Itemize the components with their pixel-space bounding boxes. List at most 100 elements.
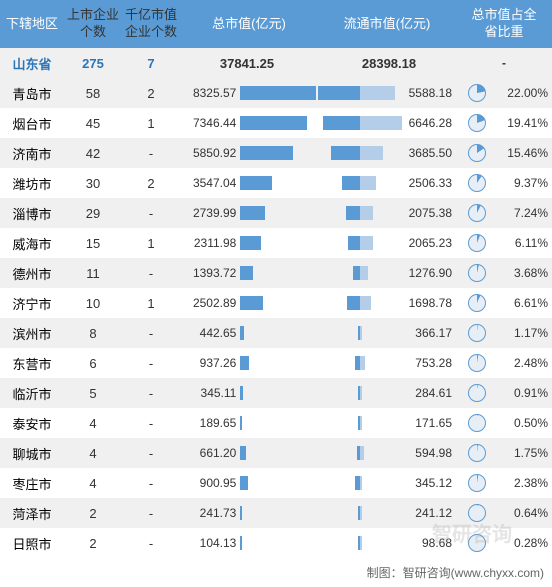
- pct-pie-icon: [468, 234, 486, 252]
- total-value: 2502.89: [184, 296, 240, 310]
- cell-billion: -: [122, 506, 180, 521]
- total-bar: [240, 476, 314, 490]
- cell-circ: 5588.18: [318, 86, 456, 100]
- cell-pct: 3.68%: [456, 264, 552, 282]
- table-row: 德州市11-1393.721276.903.68%: [0, 258, 552, 288]
- pct-pie-icon: [468, 204, 486, 222]
- pct-value: 2.38%: [492, 476, 548, 490]
- cell-pct: 15.46%: [456, 144, 552, 162]
- pct-pie-icon: [468, 534, 486, 552]
- cell-pct: 0.64%: [456, 504, 552, 522]
- cell-billion: 1: [122, 236, 180, 251]
- total-bar: [240, 266, 314, 280]
- table-row: 泰安市4-189.65171.650.50%: [0, 408, 552, 438]
- pct-pie-icon: [468, 114, 486, 132]
- pct-pie-icon: [468, 354, 486, 372]
- col-listed: 上市企业 个数: [64, 3, 122, 45]
- circ-value: 284.61: [396, 386, 452, 400]
- circ-bar: [322, 266, 396, 280]
- cell-listed: 11: [64, 266, 122, 281]
- cell-total: 7346.44: [180, 116, 318, 130]
- cell-listed: 275: [64, 56, 122, 71]
- circ-bar: [322, 86, 396, 100]
- total-bar: [240, 176, 314, 190]
- cell-pct: 7.24%: [456, 204, 552, 222]
- cell-billion: 2: [122, 86, 180, 101]
- table-header: 下辖地区 上市企业 个数 千亿市值 企业个数 总市值(亿元) 流通市值(亿元) …: [0, 0, 552, 48]
- cell-listed: 58: [64, 86, 122, 101]
- total-bar: [240, 416, 314, 430]
- table-row: 济宁市1012502.891698.786.61%: [0, 288, 552, 318]
- circ-bar: [322, 116, 396, 130]
- cell-circ: 2075.38: [318, 206, 456, 220]
- cell-circ: 171.65: [318, 416, 456, 430]
- cell-pct: -: [456, 56, 552, 70]
- cell-circ: 345.12: [318, 476, 456, 490]
- circ-value: 241.12: [396, 506, 452, 520]
- pct-pie-icon: [468, 324, 486, 342]
- circ-bar: [322, 296, 396, 310]
- cell-billion: -: [122, 206, 180, 221]
- cell-circ: 2065.23: [318, 236, 456, 250]
- circ-value: 2065.23: [396, 236, 452, 250]
- cell-pct: 2.48%: [456, 354, 552, 372]
- col-billion: 千亿市值 企业个数: [122, 3, 180, 45]
- total-value: 241.73: [184, 506, 240, 520]
- circ-bar: [322, 236, 396, 250]
- total-bar: [240, 116, 314, 130]
- cell-billion: -: [122, 386, 180, 401]
- cell-total: 2311.98: [180, 236, 318, 250]
- total-bar: [240, 206, 314, 220]
- total-value: 900.95: [184, 476, 240, 490]
- cell-billion: -: [122, 146, 180, 161]
- table-row: 青岛市5828325.575588.1822.00%: [0, 78, 552, 108]
- circ-value: 345.12: [396, 476, 452, 490]
- table-row: 枣庄市4-900.95345.122.38%: [0, 468, 552, 498]
- cell-billion: 1: [122, 296, 180, 311]
- table-row: 潍坊市3023547.042506.339.37%: [0, 168, 552, 198]
- cell-listed: 2: [64, 506, 122, 521]
- pct-pie-icon: [468, 264, 486, 282]
- cell-listed: 6: [64, 356, 122, 371]
- cell-region: 淄博市: [0, 204, 64, 223]
- cell-total: 900.95: [180, 476, 318, 490]
- cell-region: 枣庄市: [0, 474, 64, 493]
- cell-circ: 98.68: [318, 536, 456, 550]
- cell-pct: 0.50%: [456, 414, 552, 432]
- cell-total: 442.65: [180, 326, 318, 340]
- pct-value: 6.11%: [492, 236, 548, 250]
- pct-value: 0.50%: [492, 416, 548, 430]
- cell-circ: 2506.33: [318, 176, 456, 190]
- pct-value: 3.68%: [492, 266, 548, 280]
- pct-value: 0.91%: [492, 386, 548, 400]
- cell-circ: 594.98: [318, 446, 456, 460]
- pct-value: 19.41%: [492, 116, 548, 130]
- table-row: 东营市6-937.26753.282.48%: [0, 348, 552, 378]
- circ-value: 594.98: [396, 446, 452, 460]
- circ-bar: [322, 206, 396, 220]
- circ-bar: [322, 356, 396, 370]
- table-row: 聊城市4-661.20594.981.75%: [0, 438, 552, 468]
- circ-value: 366.17: [396, 326, 452, 340]
- cell-region: 临沂市: [0, 384, 64, 403]
- cell-total: 8325.57: [180, 86, 318, 100]
- pct-value: 2.48%: [492, 356, 548, 370]
- cell-region: 济宁市: [0, 294, 64, 313]
- total-value: 5850.92: [184, 146, 240, 160]
- cell-total: 345.11: [180, 386, 318, 400]
- table-row: 威海市1512311.982065.236.11%: [0, 228, 552, 258]
- total-bar: [240, 446, 314, 460]
- pct-value: 22.00%: [492, 86, 548, 100]
- cell-pct: 22.00%: [456, 84, 552, 102]
- cell-region: 潍坊市: [0, 174, 64, 193]
- pct-value: 7.24%: [492, 206, 548, 220]
- table-row: 淄博市29-2739.992075.387.24%: [0, 198, 552, 228]
- total-bar: [240, 506, 314, 520]
- cell-region: 日照市: [0, 534, 64, 553]
- circ-bar: [322, 506, 396, 520]
- total-bar: [240, 536, 314, 550]
- pct-value: 0.64%: [492, 506, 548, 520]
- total-bar: [240, 86, 314, 100]
- total-value: 661.20: [184, 446, 240, 460]
- col-pct: 总市值占全 省比重: [456, 3, 552, 45]
